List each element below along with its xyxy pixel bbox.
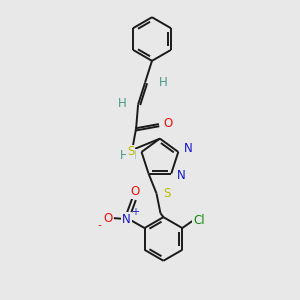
Text: H: H: [118, 97, 127, 110]
Text: +: +: [131, 207, 139, 217]
Text: -: -: [97, 220, 101, 230]
Text: H: H: [158, 76, 167, 89]
Text: Cl: Cl: [193, 214, 205, 226]
Text: N: N: [122, 213, 131, 226]
Text: N: N: [177, 169, 185, 182]
Text: S: S: [164, 187, 171, 200]
Text: O: O: [163, 117, 172, 130]
Text: O: O: [130, 185, 139, 198]
Text: S: S: [127, 146, 134, 158]
Text: N: N: [184, 142, 193, 155]
Text: O: O: [103, 212, 112, 225]
Text: HN: HN: [119, 149, 137, 162]
